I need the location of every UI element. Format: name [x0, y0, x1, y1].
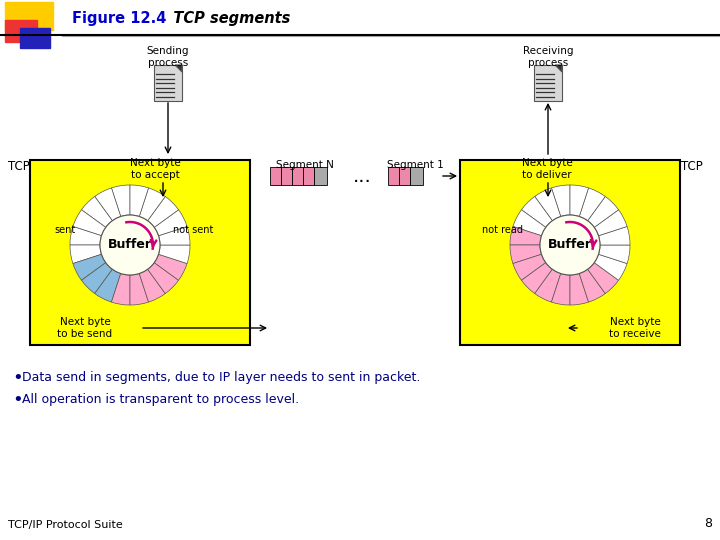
Wedge shape — [552, 185, 570, 217]
Text: TCP: TCP — [8, 160, 30, 173]
Text: Next byte
to receive: Next byte to receive — [609, 317, 661, 339]
Text: TCP segments: TCP segments — [158, 11, 290, 26]
Wedge shape — [158, 226, 190, 245]
Wedge shape — [521, 262, 552, 294]
Wedge shape — [130, 274, 148, 305]
Wedge shape — [510, 245, 541, 264]
Wedge shape — [535, 269, 561, 302]
Bar — [5, 2, 53, 30]
Wedge shape — [73, 254, 106, 280]
Text: Next byte
to deliver: Next byte to deliver — [521, 158, 572, 180]
Bar — [270, 167, 281, 185]
Bar — [460, 160, 680, 345]
Wedge shape — [81, 262, 112, 294]
Text: Segment N: Segment N — [276, 160, 334, 170]
Wedge shape — [158, 245, 190, 264]
Text: Buffer: Buffer — [108, 239, 152, 252]
Wedge shape — [521, 197, 552, 227]
Wedge shape — [130, 185, 148, 217]
Wedge shape — [148, 262, 179, 294]
Wedge shape — [588, 262, 618, 294]
Wedge shape — [513, 254, 546, 280]
Text: Next byte
to accept: Next byte to accept — [130, 158, 181, 180]
Wedge shape — [598, 245, 630, 264]
Polygon shape — [175, 65, 182, 72]
Wedge shape — [598, 226, 630, 245]
Circle shape — [540, 215, 600, 275]
Wedge shape — [154, 254, 187, 280]
Text: Data send in segments, due to IP layer needs to sent in packet.: Data send in segments, due to IP layer n… — [22, 372, 420, 384]
Wedge shape — [112, 274, 130, 305]
Bar — [388, 167, 399, 185]
Wedge shape — [139, 269, 166, 302]
Bar — [292, 167, 303, 185]
Wedge shape — [570, 185, 588, 217]
Wedge shape — [580, 188, 606, 221]
Bar — [5, 20, 37, 42]
Wedge shape — [580, 269, 606, 302]
Text: •: • — [12, 391, 23, 409]
Circle shape — [100, 215, 160, 275]
Wedge shape — [139, 188, 166, 221]
Wedge shape — [570, 274, 588, 305]
Wedge shape — [594, 210, 627, 236]
Text: Sending
process: Sending process — [147, 46, 189, 68]
Text: Figure 12.4: Figure 12.4 — [72, 11, 166, 26]
Text: Segment 1: Segment 1 — [387, 160, 444, 170]
Bar — [20, 28, 50, 48]
Wedge shape — [70, 226, 102, 245]
Text: •: • — [12, 369, 23, 387]
Bar — [534, 65, 562, 101]
Bar — [30, 160, 250, 345]
Text: TCP: TCP — [681, 160, 703, 173]
Text: not read: not read — [482, 225, 523, 235]
Bar — [410, 167, 423, 185]
Wedge shape — [95, 269, 121, 302]
Wedge shape — [81, 197, 112, 227]
Bar — [154, 65, 182, 101]
Wedge shape — [535, 188, 561, 221]
Text: Next byte
to be send: Next byte to be send — [58, 317, 112, 339]
Text: TCP/IP Protocol Suite: TCP/IP Protocol Suite — [8, 520, 122, 530]
Wedge shape — [510, 226, 541, 245]
Wedge shape — [148, 197, 179, 227]
Text: Receiving
process: Receiving process — [523, 46, 573, 68]
Wedge shape — [588, 197, 618, 227]
Wedge shape — [70, 245, 102, 264]
Wedge shape — [513, 210, 546, 236]
Text: sent: sent — [55, 225, 76, 235]
Text: Buffer: Buffer — [548, 239, 592, 252]
Bar — [303, 167, 314, 185]
Bar — [314, 167, 327, 185]
Wedge shape — [95, 188, 121, 221]
Wedge shape — [73, 210, 106, 236]
Text: 8: 8 — [704, 517, 712, 530]
Bar — [399, 167, 410, 185]
Wedge shape — [112, 185, 130, 217]
Text: not sent: not sent — [173, 225, 213, 235]
Polygon shape — [555, 65, 562, 72]
Wedge shape — [552, 274, 570, 305]
Text: All operation is transparent to process level.: All operation is transparent to process … — [22, 394, 299, 407]
Wedge shape — [594, 254, 627, 280]
Wedge shape — [154, 210, 187, 236]
Text: ...: ... — [353, 166, 372, 186]
Bar — [281, 167, 292, 185]
